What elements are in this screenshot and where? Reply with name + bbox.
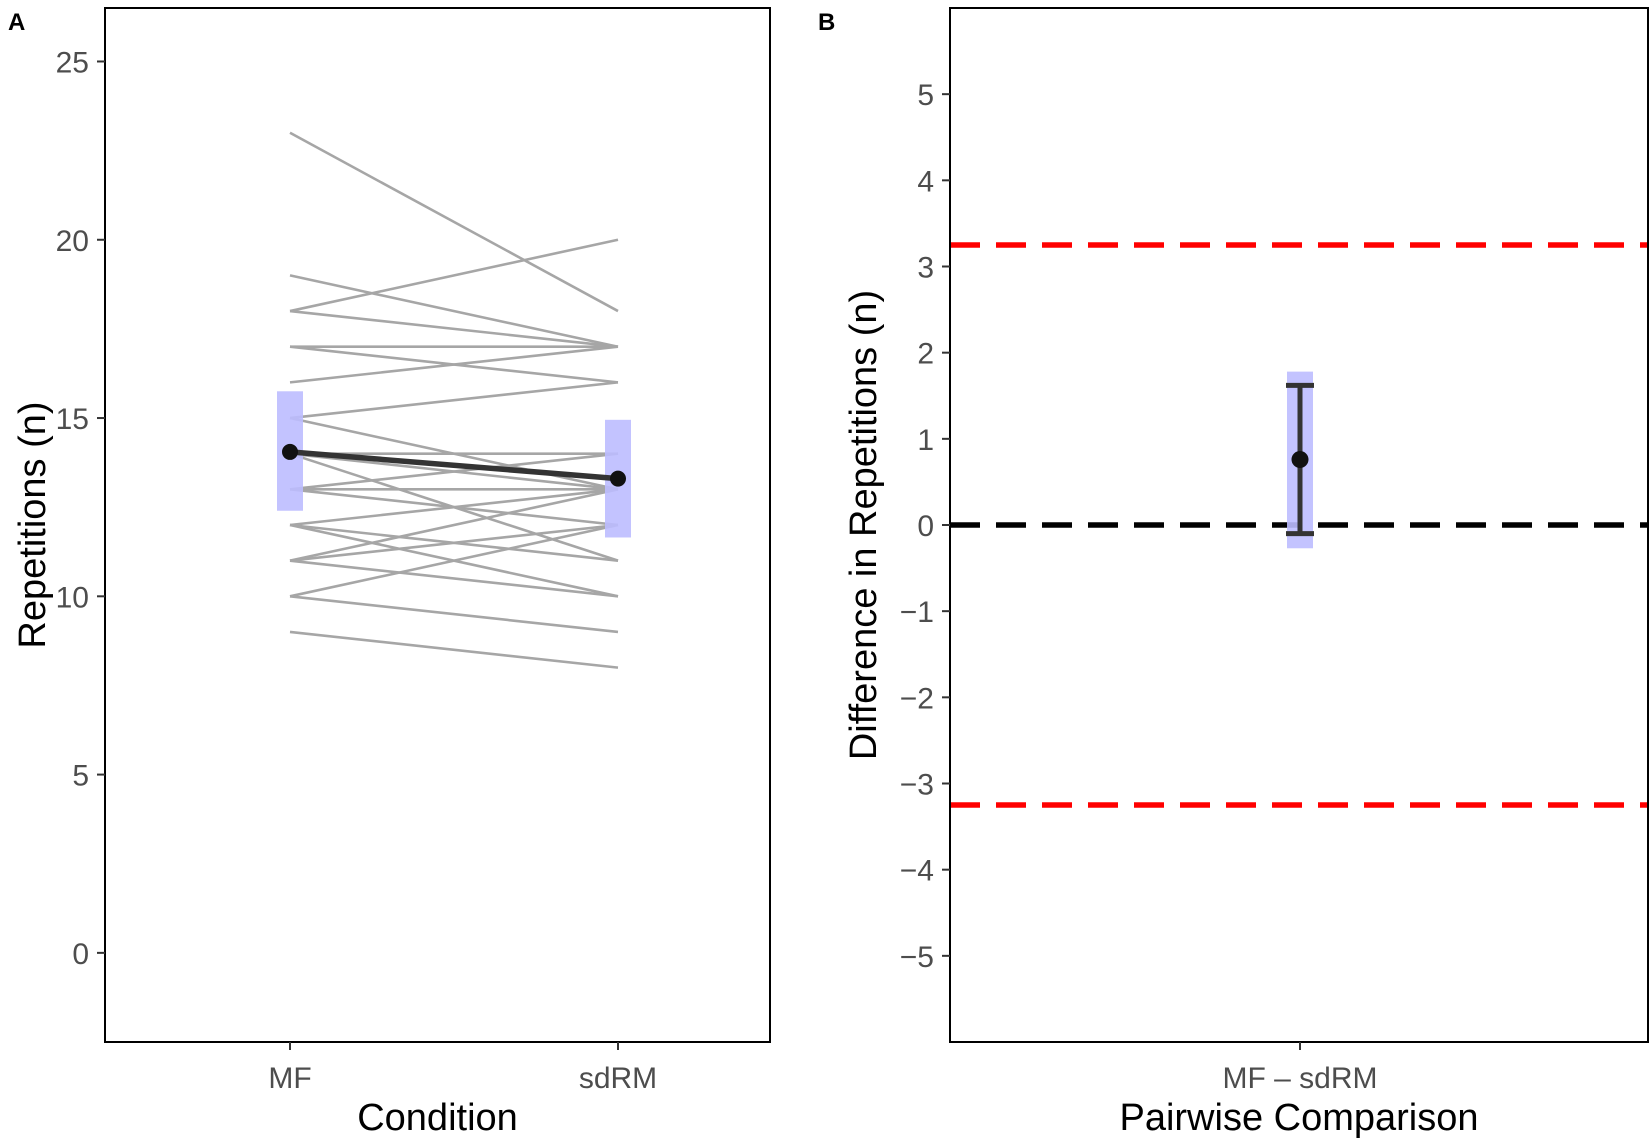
individual-line <box>289 523 619 562</box>
y-axis-ticks: −5 −4 −3 −2 −1 0 1 2 3 4 5 <box>900 79 950 974</box>
panel-b: B −5 −4 −3 −2 −1 0 1 2 3 4 5 MF – sdRM Pairwise Co… <box>818 7 1649 1139</box>
individual-line <box>289 630 619 669</box>
mean-point-MF <box>282 443 298 460</box>
y-tick-label: 3 <box>917 252 934 285</box>
individual-line <box>289 523 619 598</box>
individual-line <box>289 452 619 491</box>
individual-line <box>289 131 619 313</box>
y-tick-label: 2 <box>917 338 934 371</box>
y-tick-label: 0 <box>72 938 89 971</box>
y-tick-label: 20 <box>56 225 89 258</box>
y-axis-label: Difference in Repetitions (n) <box>843 290 885 760</box>
panel-a-plot-frame <box>104 7 771 1043</box>
panel-a-letter: A <box>8 9 25 36</box>
x-axis-label: Pairwise Comparison <box>1119 1097 1478 1139</box>
estimate-group <box>1286 371 1314 549</box>
y-tick-label: −2 <box>900 682 934 715</box>
y-tick-label: −4 <box>900 855 934 888</box>
individual-line <box>289 274 619 348</box>
mean-series <box>282 443 626 487</box>
y-tick-label: −5 <box>900 941 934 974</box>
y-axis-ticks: 0 5 10 15 20 25 <box>56 46 105 971</box>
y-tick-label: 1 <box>917 424 934 457</box>
y-tick-label: −3 <box>900 769 934 802</box>
individual-lines <box>289 131 619 669</box>
panel-b-letter: B <box>818 9 835 36</box>
y-tick-label: 5 <box>917 79 934 112</box>
y-tick-label: 15 <box>56 403 89 436</box>
individual-line <box>289 345 619 384</box>
mean-line <box>289 449 619 482</box>
estimate-point <box>1291 451 1309 469</box>
x-axis-ticks: MF sdRM <box>268 1042 657 1095</box>
y-tick-label: 10 <box>56 581 89 614</box>
x-tick-label: MF – sdRM <box>1222 1062 1377 1095</box>
x-axis-ticks: MF – sdRM <box>1222 1042 1378 1095</box>
panel-a: A 0 5 10 15 20 25 MF sdRM Condition Repetition… <box>8 7 771 1139</box>
y-axis-label: Repetitions (n) <box>12 401 54 648</box>
individual-line <box>289 595 619 634</box>
individual-line <box>289 488 619 562</box>
y-tick-label: −1 <box>900 596 934 629</box>
mean-point-sdRM <box>610 470 626 487</box>
individual-line <box>289 238 619 313</box>
individual-line <box>289 452 619 562</box>
x-axis-label: Condition <box>357 1097 518 1139</box>
y-tick-label: 0 <box>917 510 934 543</box>
x-tick-label: MF <box>268 1062 311 1095</box>
x-tick-label: sdRM <box>579 1062 657 1095</box>
individual-line <box>289 309 619 349</box>
individual-line <box>289 381 619 420</box>
y-tick-label: 5 <box>72 760 89 793</box>
y-tick-label: 4 <box>917 165 934 198</box>
individual-line <box>289 559 619 598</box>
y-tick-label: 25 <box>56 46 89 79</box>
